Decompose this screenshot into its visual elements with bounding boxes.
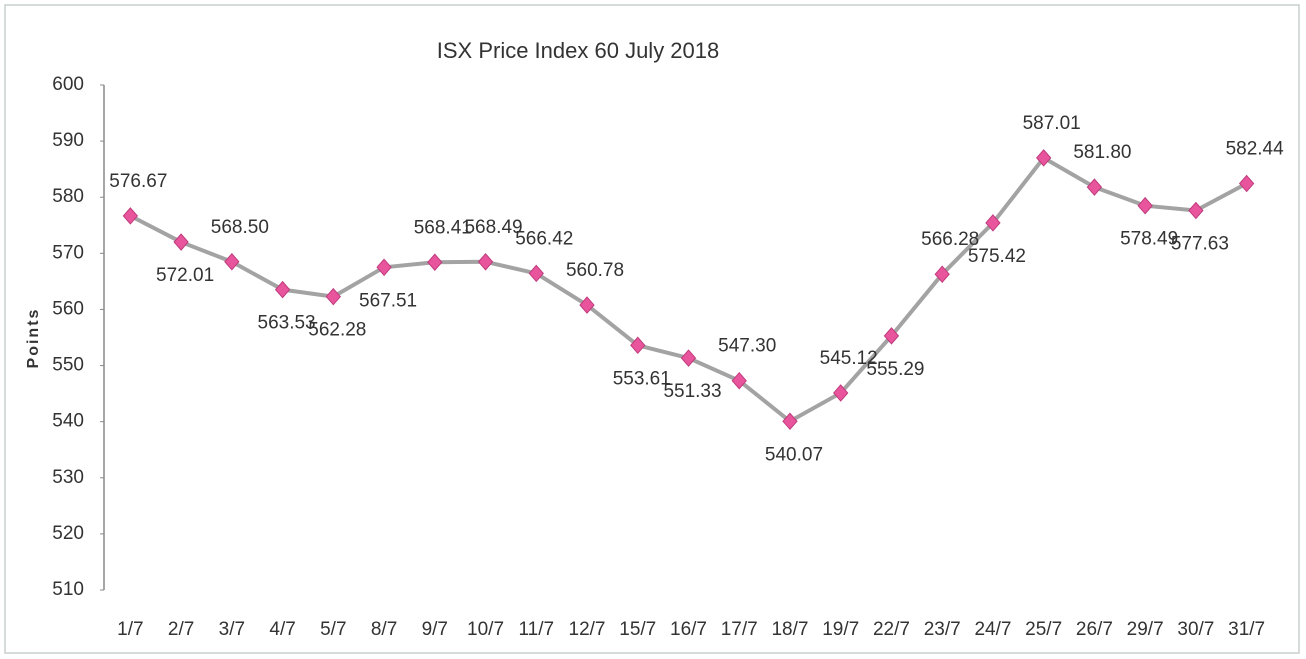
data-label: 578.49	[1120, 229, 1178, 250]
y-tick-label: 580	[52, 186, 84, 207]
point-marker	[934, 265, 950, 283]
x-tick-label: 17/7	[721, 619, 758, 640]
point-marker	[579, 296, 595, 314]
x-tick-label: 2/7	[168, 619, 194, 640]
data-label: 540.07	[765, 444, 823, 465]
x-tick-label: 4/7	[269, 619, 295, 640]
x-tick-label: 25/7	[1025, 619, 1062, 640]
x-tick-label: 24/7	[974, 619, 1011, 640]
data-label: 560.78	[566, 260, 624, 281]
x-tick-label: 3/7	[219, 619, 245, 640]
chart-frame	[4, 4, 1300, 654]
point-marker	[1188, 201, 1204, 220]
point-marker	[274, 280, 291, 299]
x-tick-label: 18/7	[771, 619, 808, 640]
x-tick-label: 23/7	[924, 619, 961, 640]
point-marker	[1238, 174, 1255, 193]
x-tick-label: 15/7	[619, 619, 656, 640]
x-tick-label: 19/7	[822, 619, 859, 640]
x-tick-label: 5/7	[320, 619, 346, 640]
chart-title: ISX Price Index 60 July 2018	[437, 38, 720, 63]
point-marker	[1036, 149, 1052, 167]
data-label: 553.61	[613, 368, 671, 389]
data-label: 563.53	[258, 313, 316, 334]
data-label: 555.29	[866, 359, 924, 380]
data-label: 568.50	[211, 217, 269, 238]
x-tick-label: 12/7	[569, 619, 606, 640]
point-marker	[477, 253, 494, 271]
point-marker	[782, 412, 798, 431]
data-label: 581.80	[1073, 142, 1131, 163]
y-tick-label: 540	[52, 411, 84, 432]
point-marker	[122, 207, 139, 225]
y-tick-label: 510	[52, 579, 84, 600]
y-tick-label: 550	[52, 355, 84, 376]
point-marker	[1086, 178, 1103, 196]
y-tick-label: 600	[52, 74, 84, 95]
data-label: 572.01	[156, 265, 214, 286]
point-marker	[528, 264, 544, 283]
data-label: 566.42	[515, 228, 573, 249]
point-marker	[985, 214, 1001, 232]
point-marker	[224, 252, 240, 271]
data-label: 545.12	[820, 348, 878, 369]
data-label: 577.63	[1171, 234, 1229, 255]
data-label: 587.01	[1023, 113, 1081, 134]
data-label: 562.28	[308, 320, 366, 341]
point-marker	[173, 233, 189, 251]
x-tick-label: 30/7	[1177, 619, 1214, 640]
x-tick-label: 26/7	[1076, 619, 1113, 640]
point-marker	[376, 258, 392, 277]
point-marker	[680, 349, 697, 367]
data-label: 576.67	[109, 171, 167, 192]
point-marker	[883, 327, 900, 345]
x-tick-label: 31/7	[1228, 619, 1265, 640]
y-tick-label: 520	[52, 523, 84, 544]
data-label: 568.49	[464, 217, 522, 238]
x-tick-label: 22/7	[873, 619, 910, 640]
x-tick-label: 29/7	[1127, 619, 1164, 640]
x-tick-label: 8/7	[371, 619, 397, 640]
x-tick-label: 9/7	[422, 619, 448, 640]
data-label: 582.44	[1226, 139, 1285, 160]
x-tick-label: 11/7	[518, 619, 554, 640]
point-marker	[1137, 196, 1153, 215]
data-label: 566.28	[921, 229, 979, 250]
y-tick-label: 590	[52, 130, 84, 151]
x-tick-label: 1/7	[117, 619, 143, 640]
x-tick-label: 16/7	[670, 619, 707, 640]
x-tick-label: 10/7	[467, 619, 504, 640]
y-tick-label: 570	[52, 242, 84, 263]
y-axis-label: Points	[25, 308, 42, 369]
point-marker	[630, 336, 646, 355]
data-label: 547.30	[718, 336, 776, 357]
y-tick-label: 530	[52, 467, 84, 488]
data-label: 567.51	[359, 290, 417, 311]
point-marker	[325, 287, 341, 306]
data-label: 551.33	[663, 381, 721, 402]
point-marker	[833, 384, 849, 402]
y-tick-label: 560	[52, 298, 84, 319]
data-label: 575.42	[968, 246, 1026, 267]
point-marker	[731, 371, 747, 390]
data-label: 568.41	[414, 217, 472, 238]
point-marker	[427, 253, 443, 272]
